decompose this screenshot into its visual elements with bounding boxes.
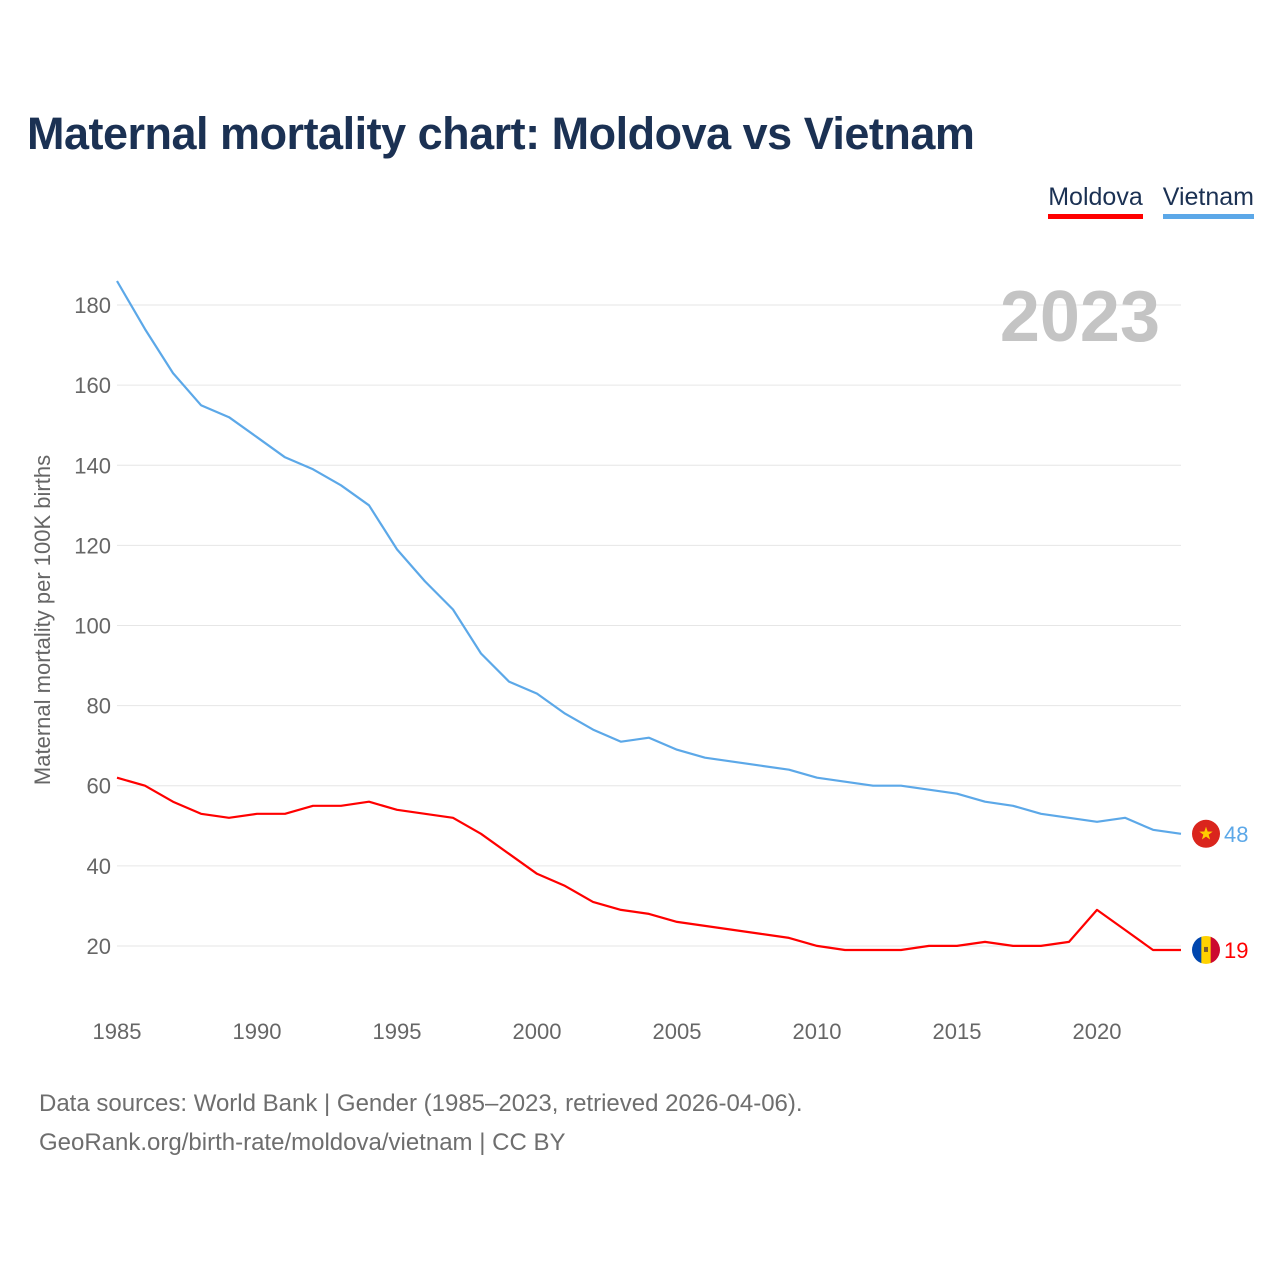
y-tick-label: 100	[74, 614, 111, 639]
moldova-flag-icon	[1192, 935, 1220, 964]
x-axis-ticks: 1985 1990 1995 2000 2005 2010 2015 2020	[93, 1019, 1122, 1044]
x-tick-label: 1985	[93, 1019, 142, 1044]
y-axis-ticks: 20 40 60 80 100 120 140 160 180	[74, 293, 111, 959]
series-lines	[116, 280, 1182, 952]
flag-star	[1199, 826, 1213, 840]
data-source-text: Data sources: World Bank | Gender (1985–…	[39, 1090, 803, 1117]
y-tick-label: 60	[87, 774, 111, 799]
legend-item-vietnam[interactable]: Vietnam	[1162, 182, 1254, 219]
chart-title: Maternal mortality chart: Moldova vs Vie…	[27, 108, 975, 159]
x-tick-label: 2000	[513, 1019, 562, 1044]
footer: Data sources: World Bank | Gender (1985–…	[39, 1084, 803, 1162]
y-tick-label: 120	[74, 533, 111, 558]
attribution-link[interactable]: GeoRank.org/birth-rate/moldova/vietnam |…	[39, 1129, 566, 1156]
chart: Maternal mortality per 100K births 20 40 6…	[30, 277, 1248, 1044]
x-tick-label: 2020	[1073, 1019, 1122, 1044]
y-tick-label: 20	[87, 934, 111, 959]
end-value-label-moldova: 19	[1224, 938, 1248, 963]
flag-stripes	[1192, 935, 1220, 964]
vietnam-flag-icon	[1192, 819, 1220, 848]
flag-stripe	[1210, 935, 1220, 964]
y-tick-label: 80	[87, 694, 111, 719]
flag-stripe	[1192, 935, 1202, 964]
x-tick-label: 2010	[793, 1019, 842, 1044]
legend-item-moldova[interactable]: Moldova	[1048, 182, 1143, 219]
x-tick-label: 1995	[373, 1019, 422, 1044]
y-tick-label: 140	[74, 453, 111, 478]
y-tick-label: 160	[74, 373, 111, 398]
y-tick-label: 40	[87, 854, 111, 879]
legend: Moldova Vietnam	[1048, 182, 1254, 219]
flag-emblem	[1204, 946, 1208, 952]
end-value-label-vietnam: 48	[1224, 822, 1248, 847]
gridlines	[117, 304, 1181, 947]
year-label: 2023	[1000, 277, 1160, 357]
series-line-vietnam	[116, 280, 1182, 835]
x-tick-label: 2005	[653, 1019, 702, 1044]
x-tick-label: 2015	[933, 1019, 982, 1044]
y-tick-label: 180	[74, 293, 111, 318]
series-line-moldova	[116, 776, 1181, 952]
x-tick-label: 1990	[233, 1019, 282, 1044]
y-axis-label: Maternal mortality per 100K births	[30, 455, 55, 785]
series-end-markers: 48 19	[1192, 819, 1248, 964]
